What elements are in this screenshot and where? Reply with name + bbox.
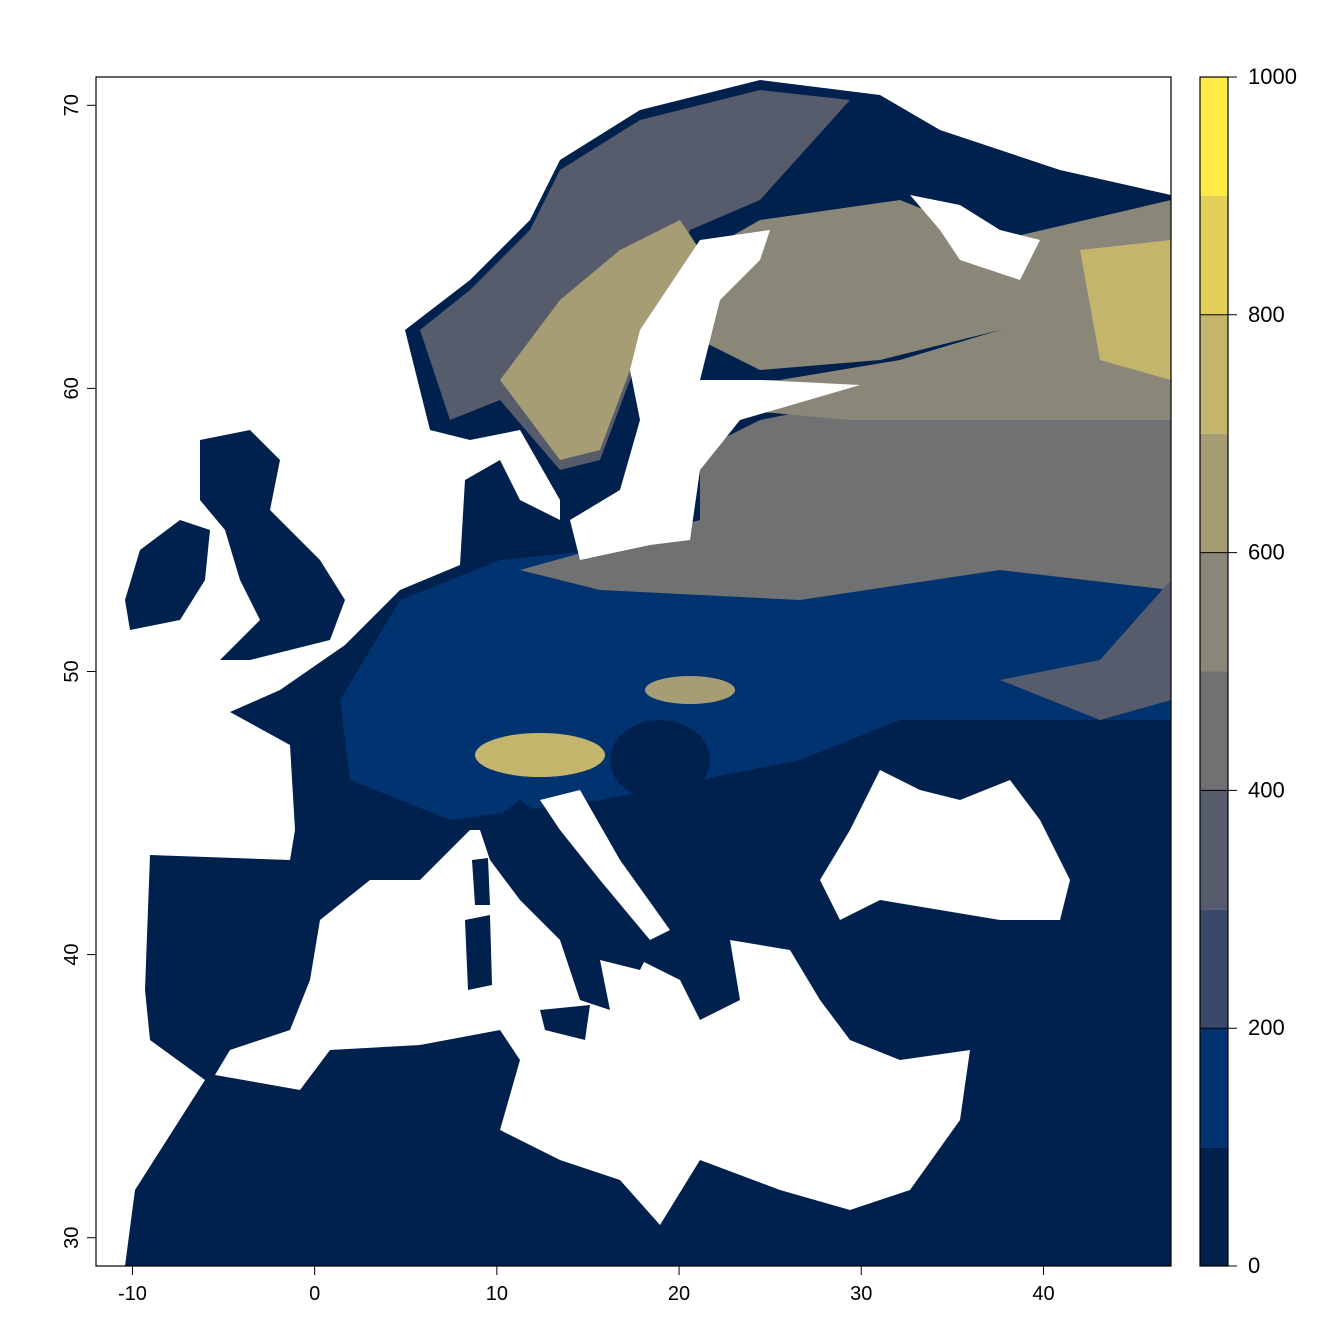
legend-swatch	[1200, 314, 1228, 434]
y-tick-label: 50	[61, 660, 83, 682]
x-axis: -10 0 10 20 30 40	[118, 1266, 1055, 1305]
italy	[480, 800, 650, 1010]
x-tick-label: 0	[309, 1283, 320, 1305]
legend-swatch	[1200, 1028, 1228, 1148]
legend-swatch	[1200, 1147, 1228, 1266]
legend-tick-label: 1000	[1248, 64, 1297, 89]
legend-swatch	[1200, 433, 1228, 553]
raster-map	[125, 80, 1171, 1266]
region-pannonian-basin	[610, 720, 710, 800]
x-tick-label: 10	[486, 1283, 508, 1305]
legend-tick-label: 400	[1248, 777, 1285, 802]
black-sea	[820, 770, 1070, 920]
legend-swatch	[1200, 790, 1228, 910]
region-russia-north	[700, 230, 1171, 420]
white-sea	[910, 195, 1040, 280]
legend-swatch	[1200, 77, 1228, 196]
x-tick-label: 40	[1032, 1283, 1054, 1305]
sardinia	[465, 915, 492, 990]
region-scandinavia-mountains	[500, 220, 700, 460]
y-axis: 30 40 50 60 70	[61, 94, 96, 1249]
y-tick-label: 70	[61, 94, 83, 116]
color-legend: 0 200 400 600 800 1000	[1199, 64, 1297, 1278]
ireland	[125, 520, 210, 630]
corsica	[472, 858, 490, 905]
region-alps	[475, 733, 605, 777]
x-tick-label: -10	[118, 1283, 147, 1305]
region-carpathians	[645, 676, 735, 704]
x-tick-label: 30	[850, 1283, 872, 1305]
y-tick-label: 30	[61, 1227, 83, 1249]
elevation-overlays	[340, 90, 1171, 820]
region-east-europe	[520, 380, 1171, 600]
y-tick-label: 40	[61, 943, 83, 965]
great-britain	[200, 430, 345, 660]
mediterranean-sea	[215, 830, 970, 1225]
sicily	[540, 1005, 590, 1040]
y-tick-label: 60	[61, 377, 83, 399]
region-finland	[690, 200, 1171, 370]
legend-swatch	[1200, 909, 1228, 1029]
region-volga	[1000, 580, 1171, 720]
region-urals	[1080, 240, 1171, 380]
legend-tick-label: 200	[1248, 1015, 1285, 1040]
baltic-sea	[570, 230, 860, 560]
legend-swatch	[1200, 671, 1228, 791]
legend-swatch	[1200, 552, 1228, 672]
x-tick-label: 20	[668, 1283, 690, 1305]
legend-tick-label: 0	[1248, 1253, 1260, 1278]
legend-swatch	[1200, 195, 1228, 315]
legend-tick-label: 800	[1248, 302, 1285, 327]
legend-tick-label: 600	[1248, 540, 1285, 565]
adriatic-sea	[540, 790, 670, 940]
